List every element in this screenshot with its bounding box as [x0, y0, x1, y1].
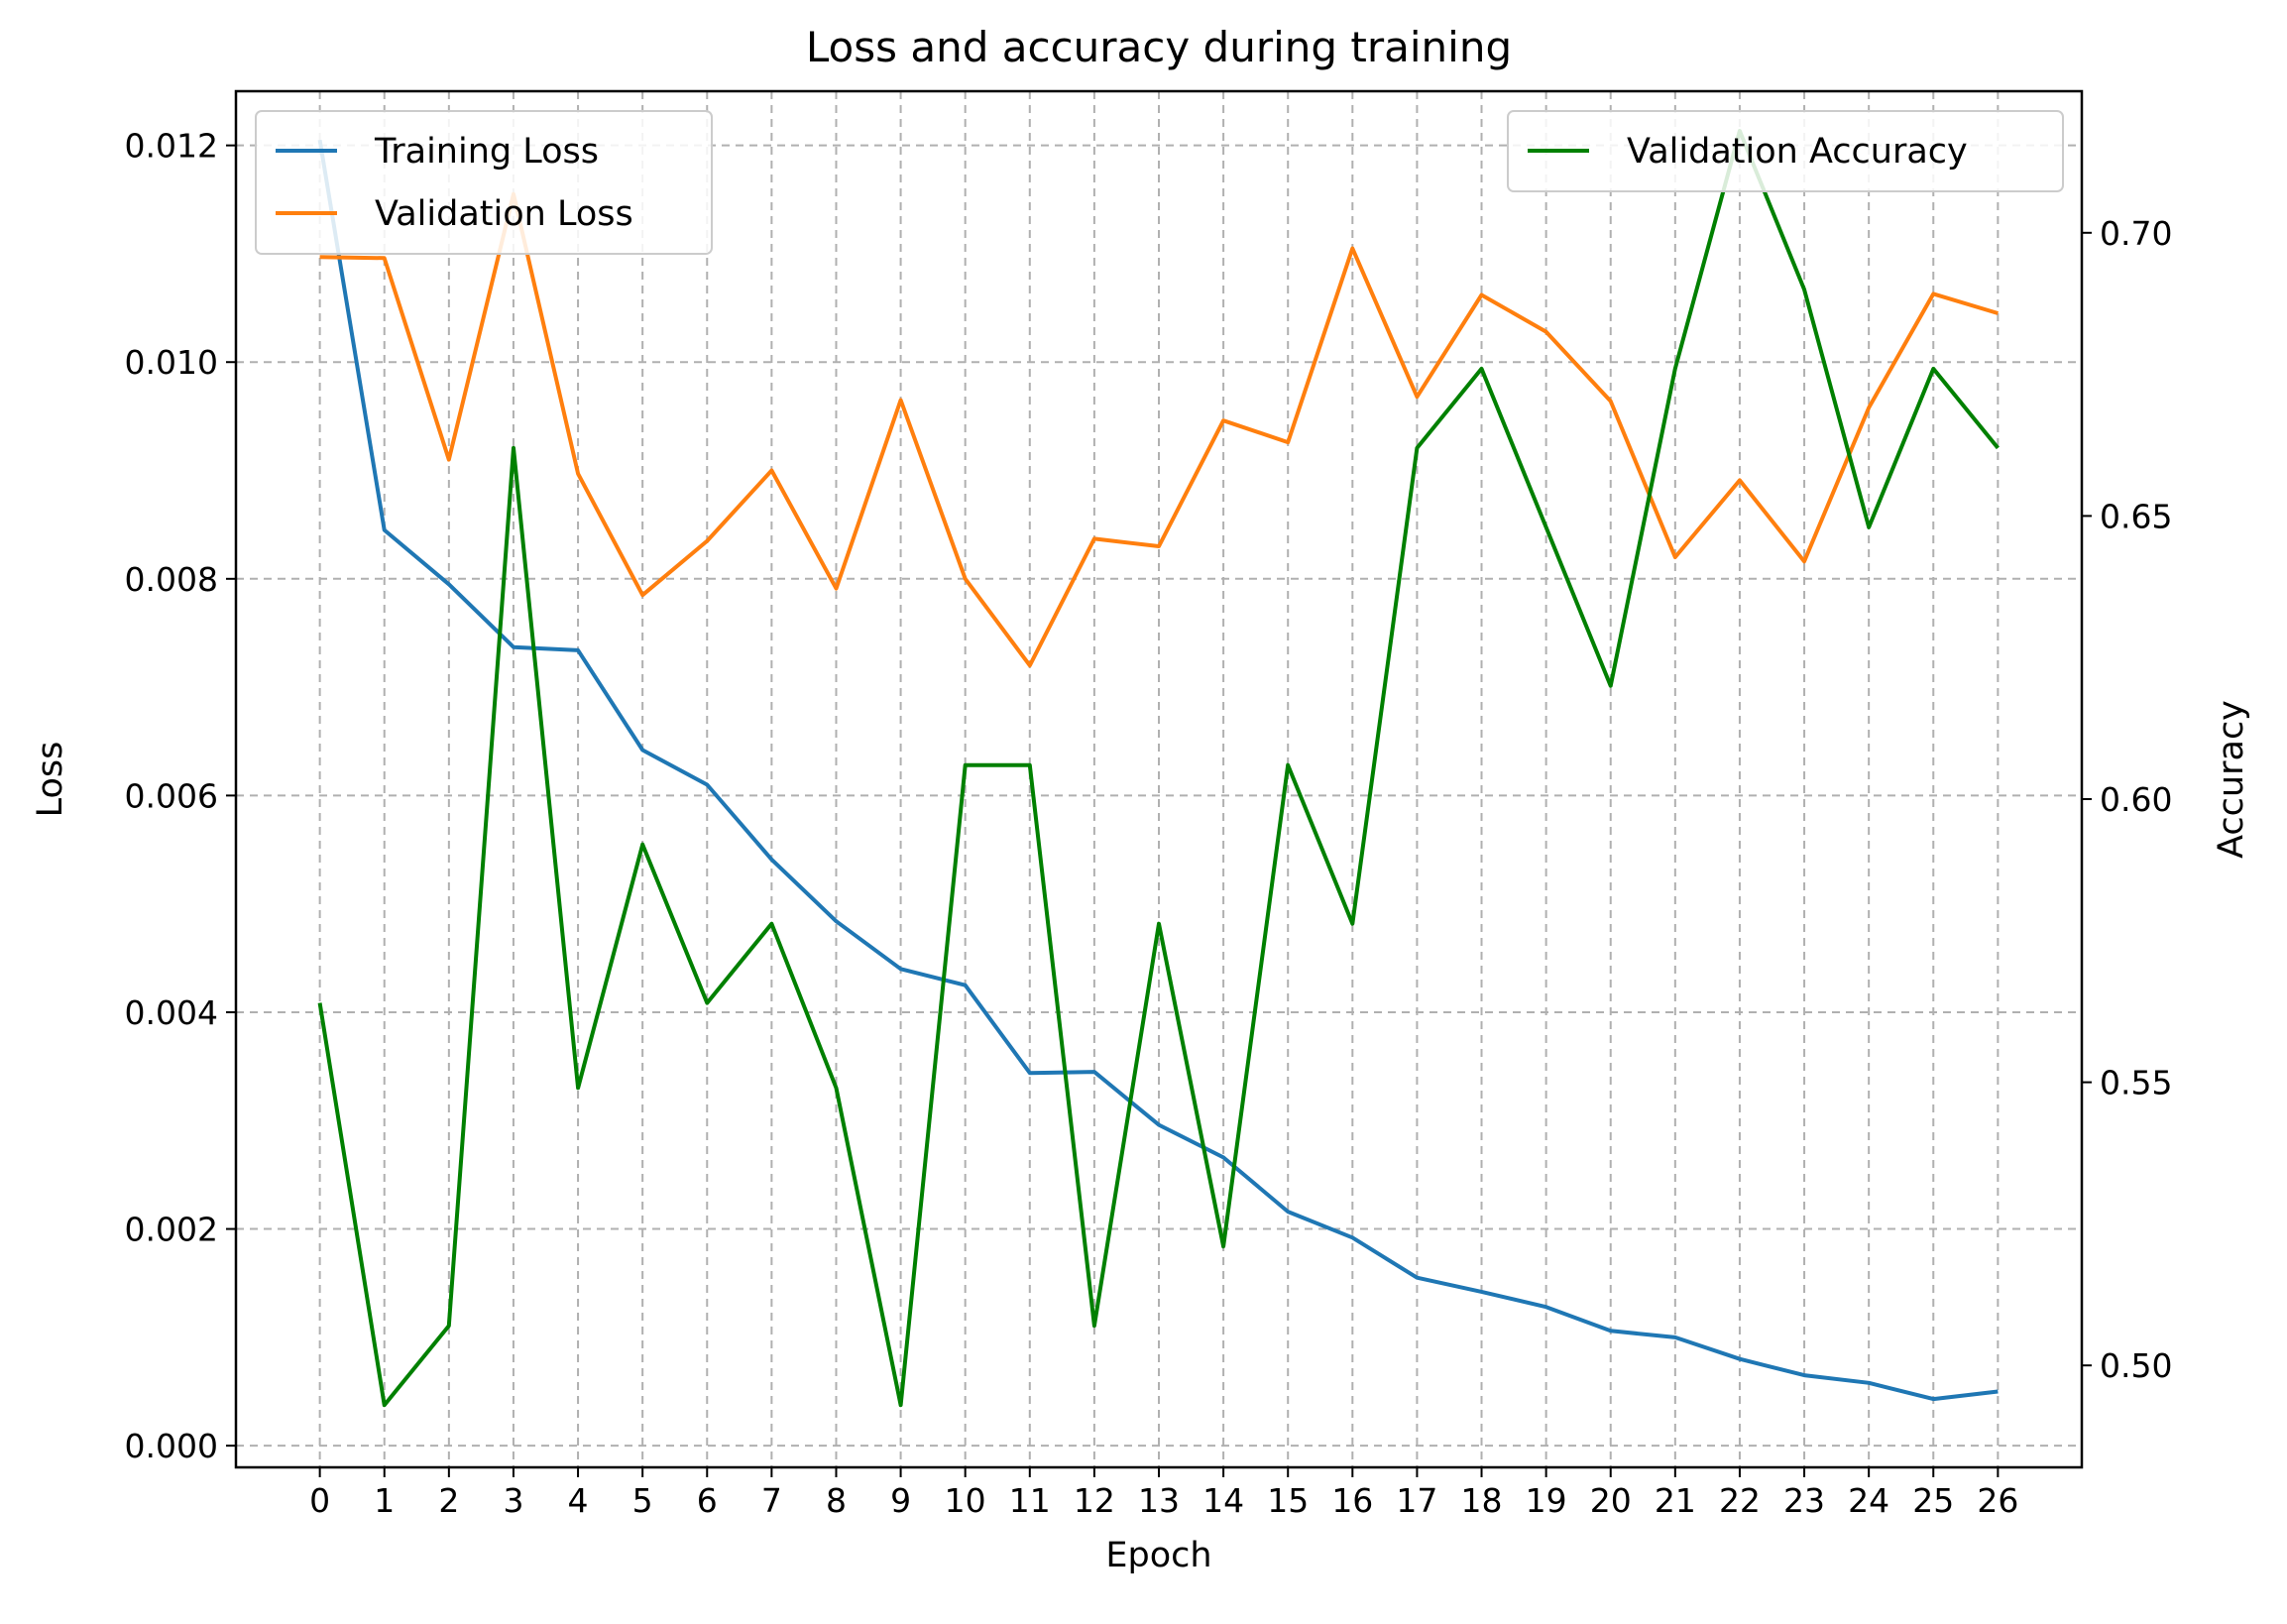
x-tick-label: 23 [1783, 1481, 1825, 1520]
y-right-tick-label: 0.70 [2100, 214, 2172, 253]
y-left-tick-label: 0.008 [125, 560, 218, 599]
x-tick-label: 15 [1267, 1481, 1309, 1520]
series-layer [317, 129, 2000, 1408]
series-line-validation-loss [319, 191, 1999, 668]
x-tick-label: 13 [1138, 1481, 1180, 1520]
y-right-tick-label: 0.60 [2100, 780, 2172, 819]
y-axis-left: 0.000 0.002 0.004 0.006 0.008 0.010 0.012 [125, 127, 236, 1465]
x-tick-label: 8 [826, 1481, 847, 1520]
series-line-training-loss [317, 139, 1999, 1402]
x-tick-label: 6 [697, 1481, 718, 1520]
legend-left: Training Loss Validation Loss [255, 110, 713, 255]
legend-right: Validation Accuracy [1507, 110, 2064, 192]
y-left-tick-label: 0.012 [125, 127, 218, 166]
x-tick-label: 0 [309, 1481, 330, 1520]
series-line-validation-accuracy [317, 129, 2000, 1408]
x-tick-label: 3 [503, 1481, 523, 1520]
y-right-tick-label: 0.65 [2100, 497, 2172, 535]
x-tick-label: 14 [1202, 1481, 1244, 1520]
x-tick-label: 7 [761, 1481, 782, 1520]
x-tick-label: 25 [1912, 1481, 1954, 1520]
y-left-tick-label: 0.006 [125, 776, 218, 815]
y-right-tick-label: 0.50 [2100, 1346, 2172, 1385]
x-tick-label: 18 [1461, 1481, 1503, 1520]
x-tick-label: 12 [1074, 1481, 1115, 1520]
x-tick-label: 17 [1396, 1481, 1437, 1520]
x-tick-label: 4 [568, 1481, 589, 1520]
x-axis: 0 1 2 3 4 5 6 7 8 9 10 11 12 13 14 15 16 17 18 19 20 21 22 23 24… [309, 1467, 2018, 1520]
y-axis-right: 0.50 0.55 0.60 0.65 0.70 [2082, 214, 2172, 1385]
legend-entry-label: Validation Accuracy [1627, 132, 1968, 172]
y-left-tick-label: 0.010 [125, 343, 218, 382]
x-tick-label: 1 [374, 1481, 395, 1520]
y-axis-left-title: Loss [31, 742, 70, 818]
legend-entry-label: Training Loss [374, 132, 599, 172]
y-right-tick-label: 0.55 [2100, 1064, 2172, 1102]
x-axis-title: Epoch [1105, 1536, 1211, 1575]
chart-title: Loss and accuracy during training [806, 23, 1512, 71]
x-tick-label: 20 [1590, 1481, 1632, 1520]
y-axis-right-title: Accuracy [2212, 700, 2251, 859]
x-tick-label: 11 [1009, 1481, 1051, 1520]
y-left-tick-label: 0.004 [125, 993, 218, 1032]
x-tick-label: 9 [890, 1481, 911, 1520]
x-tick-label: 22 [1719, 1481, 1761, 1520]
legend-entry-label: Validation Loss [375, 194, 633, 234]
x-tick-label: 24 [1848, 1481, 1889, 1520]
x-tick-label: 10 [945, 1481, 986, 1520]
x-tick-label: 19 [1526, 1481, 1567, 1520]
x-tick-label: 21 [1655, 1481, 1696, 1520]
y-left-tick-label: 0.002 [125, 1211, 218, 1249]
x-tick-label: 16 [1331, 1481, 1373, 1520]
x-tick-label: 2 [438, 1481, 459, 1520]
legend-box [1507, 110, 2064, 192]
x-tick-label: 5 [632, 1481, 653, 1520]
y-left-tick-label: 0.000 [125, 1427, 218, 1465]
legend-box [255, 110, 713, 255]
x-tick-label: 26 [1977, 1481, 2018, 1520]
